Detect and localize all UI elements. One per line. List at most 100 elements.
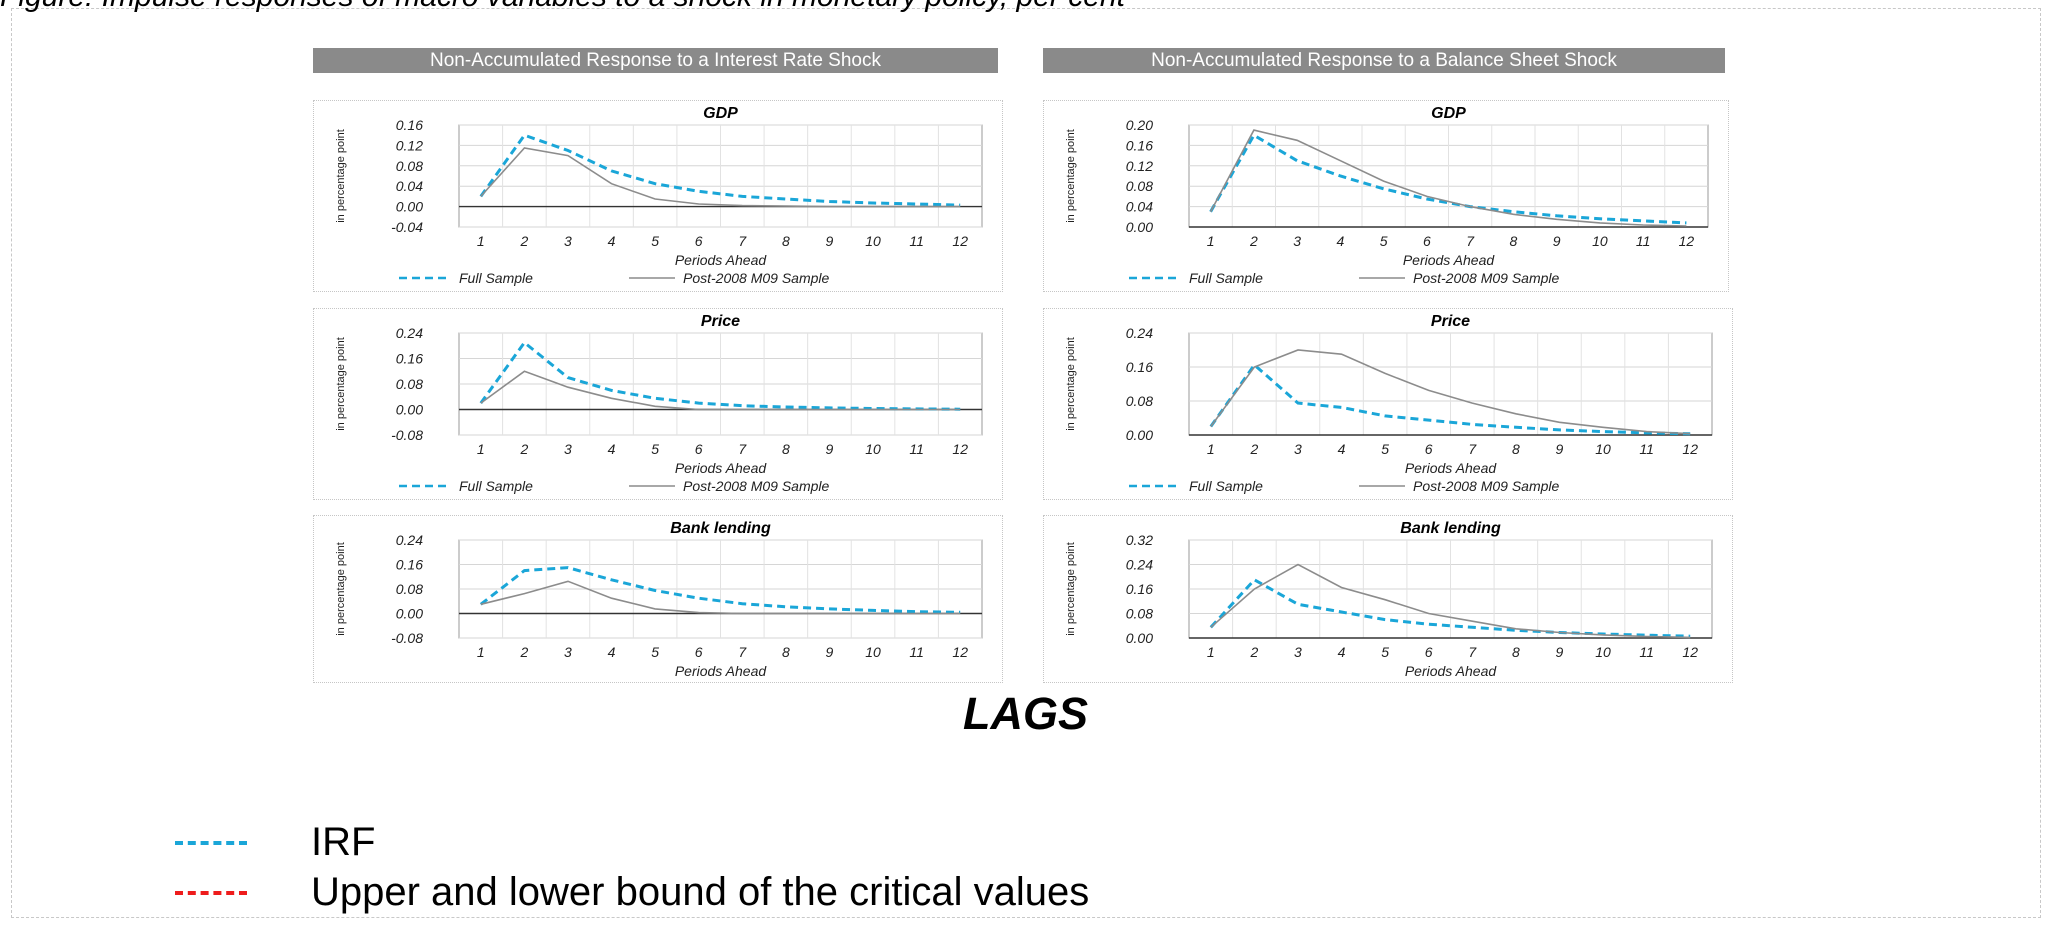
y-tick-label: 0.24 [396,325,423,341]
y-axis-label: in percentage point [1065,129,1077,223]
chart-gdp-balance: GDP in percentage point 0.20 0.16 0.12 0.08 0.… [1065,105,1709,286]
chart-panel-gdp-interest: GDP in percentage point 0.16 0.12 0.08 0.04 0.… [313,100,1003,292]
page-frame [11,8,2041,918]
legend-label-full-sample: Full Sample [459,270,533,286]
x-tick-label: 11 [1636,233,1651,249]
legend-item-irf: IRF [175,820,1075,866]
chart-panel-lending-balance: Bank lending in percentage point 0.32 0.24 0… [1043,515,1733,683]
x-tick-label: 2 [519,441,528,457]
y-tick-label: 0.16 [396,117,423,133]
x-tick-label: 3 [1293,233,1301,249]
x-tick-label: 1 [1207,233,1215,249]
chart-panel-gdp-balance: GDP in percentage point 0.20 0.16 0.12 0.08 0.… [1043,100,1729,292]
series-line-post-2008 [1210,563,1691,639]
y-tick-label: -0.08 [391,427,423,443]
y-tick-label: 0.00 [396,606,423,622]
y-axis-label: in percentage point [1065,542,1077,636]
x-tick-label: 1 [1207,441,1215,457]
y-tick-label: 0.00 [1126,630,1153,646]
y-tick-label: 0.24 [1126,557,1153,573]
x-tick-label: 4 [608,441,616,457]
y-tick-label: 0.08 [1126,393,1153,409]
chart-title: GDP [703,105,738,122]
x-tick-label: 2 [519,644,528,660]
x-tick-label: 7 [1466,233,1475,249]
series-line-post-2008 [480,580,961,615]
y-tick-label: 0.20 [1126,117,1153,133]
chart-gdp-interest: GDP in percentage point 0.16 0.12 0.08 0.04 0.… [335,105,983,286]
legend-label-post-2008: Post-2008 M09 Sample [1413,270,1560,286]
x-tick-label: 4 [1338,441,1346,457]
legend-label-full-sample: Full Sample [459,478,533,494]
left-column-header: Non-Accumulated Response to a Interest R… [313,48,998,73]
x-tick-label: 9 [1556,441,1564,457]
x-tick-label: 3 [564,233,572,249]
y-tick-label: 0.16 [1126,137,1153,153]
legend-label-full-sample: Full Sample [1189,478,1263,494]
x-tick-label: 9 [826,441,834,457]
lags-label: LAGS [962,688,1088,739]
x-tick-label: 4 [1336,233,1344,249]
series-line-full-sample [1209,577,1691,638]
x-tick-label: 2 [1249,644,1258,660]
y-tick-label: 0.12 [1126,158,1153,174]
x-tick-label: 11 [1639,441,1654,457]
chart-price-balance: Price in percentage point 0.24 0.16 0.08 0.00… [1065,313,1713,494]
series-line-full-sample [479,340,961,411]
x-tick-label: 8 [782,441,790,457]
x-tick-label: 7 [1468,644,1477,660]
x-tick-label: 3 [564,644,572,660]
y-tick-label: 0.00 [396,402,423,418]
x-tick-label: 8 [1512,644,1520,660]
x-tick-label: 11 [909,441,924,457]
y-tick-label: 0.24 [396,532,423,548]
x-tick-label: 1 [477,644,485,660]
chart-price-interest: Price in percentage point 0.24 0.16 0.08 0.00… [335,313,983,494]
y-tick-label: 0.08 [396,581,423,597]
x-tick-label: 12 [1682,441,1698,457]
series-line-post-2008 [1209,129,1687,227]
chart-title: Bank lending [670,520,771,537]
y-tick-label: 0.08 [396,158,423,174]
series-line-post-2008 [480,370,961,411]
x-tick-label: 7 [1468,441,1477,457]
x-tick-label: 11 [1639,644,1654,660]
right-column-header: Non-Accumulated Response to a Balance Sh… [1043,48,1725,73]
x-tick-label: 3 [1294,441,1302,457]
x-tick-label: 12 [952,644,968,660]
y-tick-label: 0.12 [396,137,423,153]
x-tick-label: 4 [608,644,616,660]
x-tick-label: 8 [782,644,790,660]
y-tick-label: 0.16 [1126,359,1153,375]
x-tick-label: 3 [1294,644,1302,660]
x-tick-label: 2 [519,233,528,249]
x-tick-label: 6 [695,441,703,457]
x-tick-label: 12 [1682,644,1698,660]
y-tick-label: 0.04 [1126,199,1153,215]
y-tick-label: 0.00 [1126,219,1153,235]
legend-label-post-2008: Post-2008 M09 Sample [1413,478,1560,494]
x-tick-label: 6 [1425,644,1433,660]
x-tick-label: 5 [1381,441,1389,457]
legend-swatch-bounds [175,891,247,895]
x-tick-label: 10 [865,233,881,249]
series-line-full-sample [479,566,961,614]
y-tick-label: 0.04 [396,178,423,194]
x-tick-label: 5 [651,441,659,457]
chart-title: Price [1431,313,1470,330]
x-axis-label: Periods Ahead [675,460,768,476]
x-tick-label: 9 [1553,233,1561,249]
figure-caption: Figure: Impulse responses of macro varia… [0,0,2051,14]
x-tick-label: 3 [564,441,572,457]
series-line-post-2008 [480,147,961,208]
y-axis-label: in percentage point [335,129,347,223]
x-tick-label: 8 [782,233,790,249]
x-tick-label: 6 [1425,441,1433,457]
x-tick-label: 1 [477,441,485,457]
y-tick-label: 0.16 [396,557,423,573]
chart-title: Bank lending [1400,520,1501,537]
x-tick-label: 10 [1595,644,1611,660]
x-tick-label: 9 [826,644,834,660]
x-axis-label: Periods Ahead [675,252,768,268]
y-tick-label: -0.04 [391,219,423,235]
